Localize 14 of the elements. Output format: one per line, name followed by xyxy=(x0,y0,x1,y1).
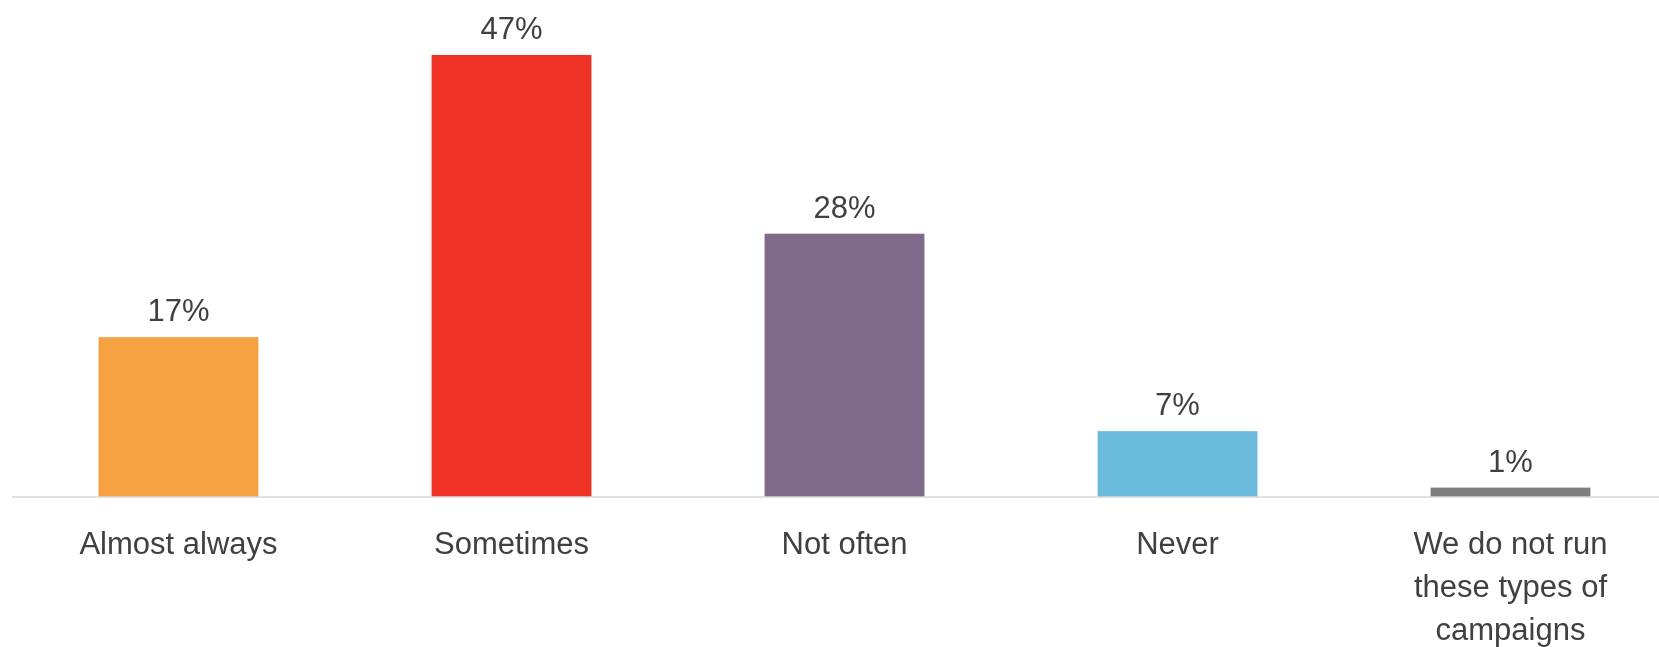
bar xyxy=(431,55,592,497)
bar xyxy=(98,337,259,497)
bar xyxy=(1097,431,1258,497)
x-tick-label: Almost always xyxy=(79,526,278,561)
data-label: 7% xyxy=(1155,387,1200,423)
x-tick-label: We do not run these types of campaigns xyxy=(1413,526,1608,647)
x-tick-label: Never xyxy=(1136,526,1219,561)
x-tick-label: Sometimes xyxy=(433,526,590,561)
x-tick-label: Not often xyxy=(781,526,908,561)
bar xyxy=(764,233,925,497)
data-label: 1% xyxy=(1488,443,1533,479)
data-label: 47% xyxy=(480,11,543,46)
data-label: 17% xyxy=(147,293,210,329)
data-label: 28% xyxy=(813,189,876,225)
